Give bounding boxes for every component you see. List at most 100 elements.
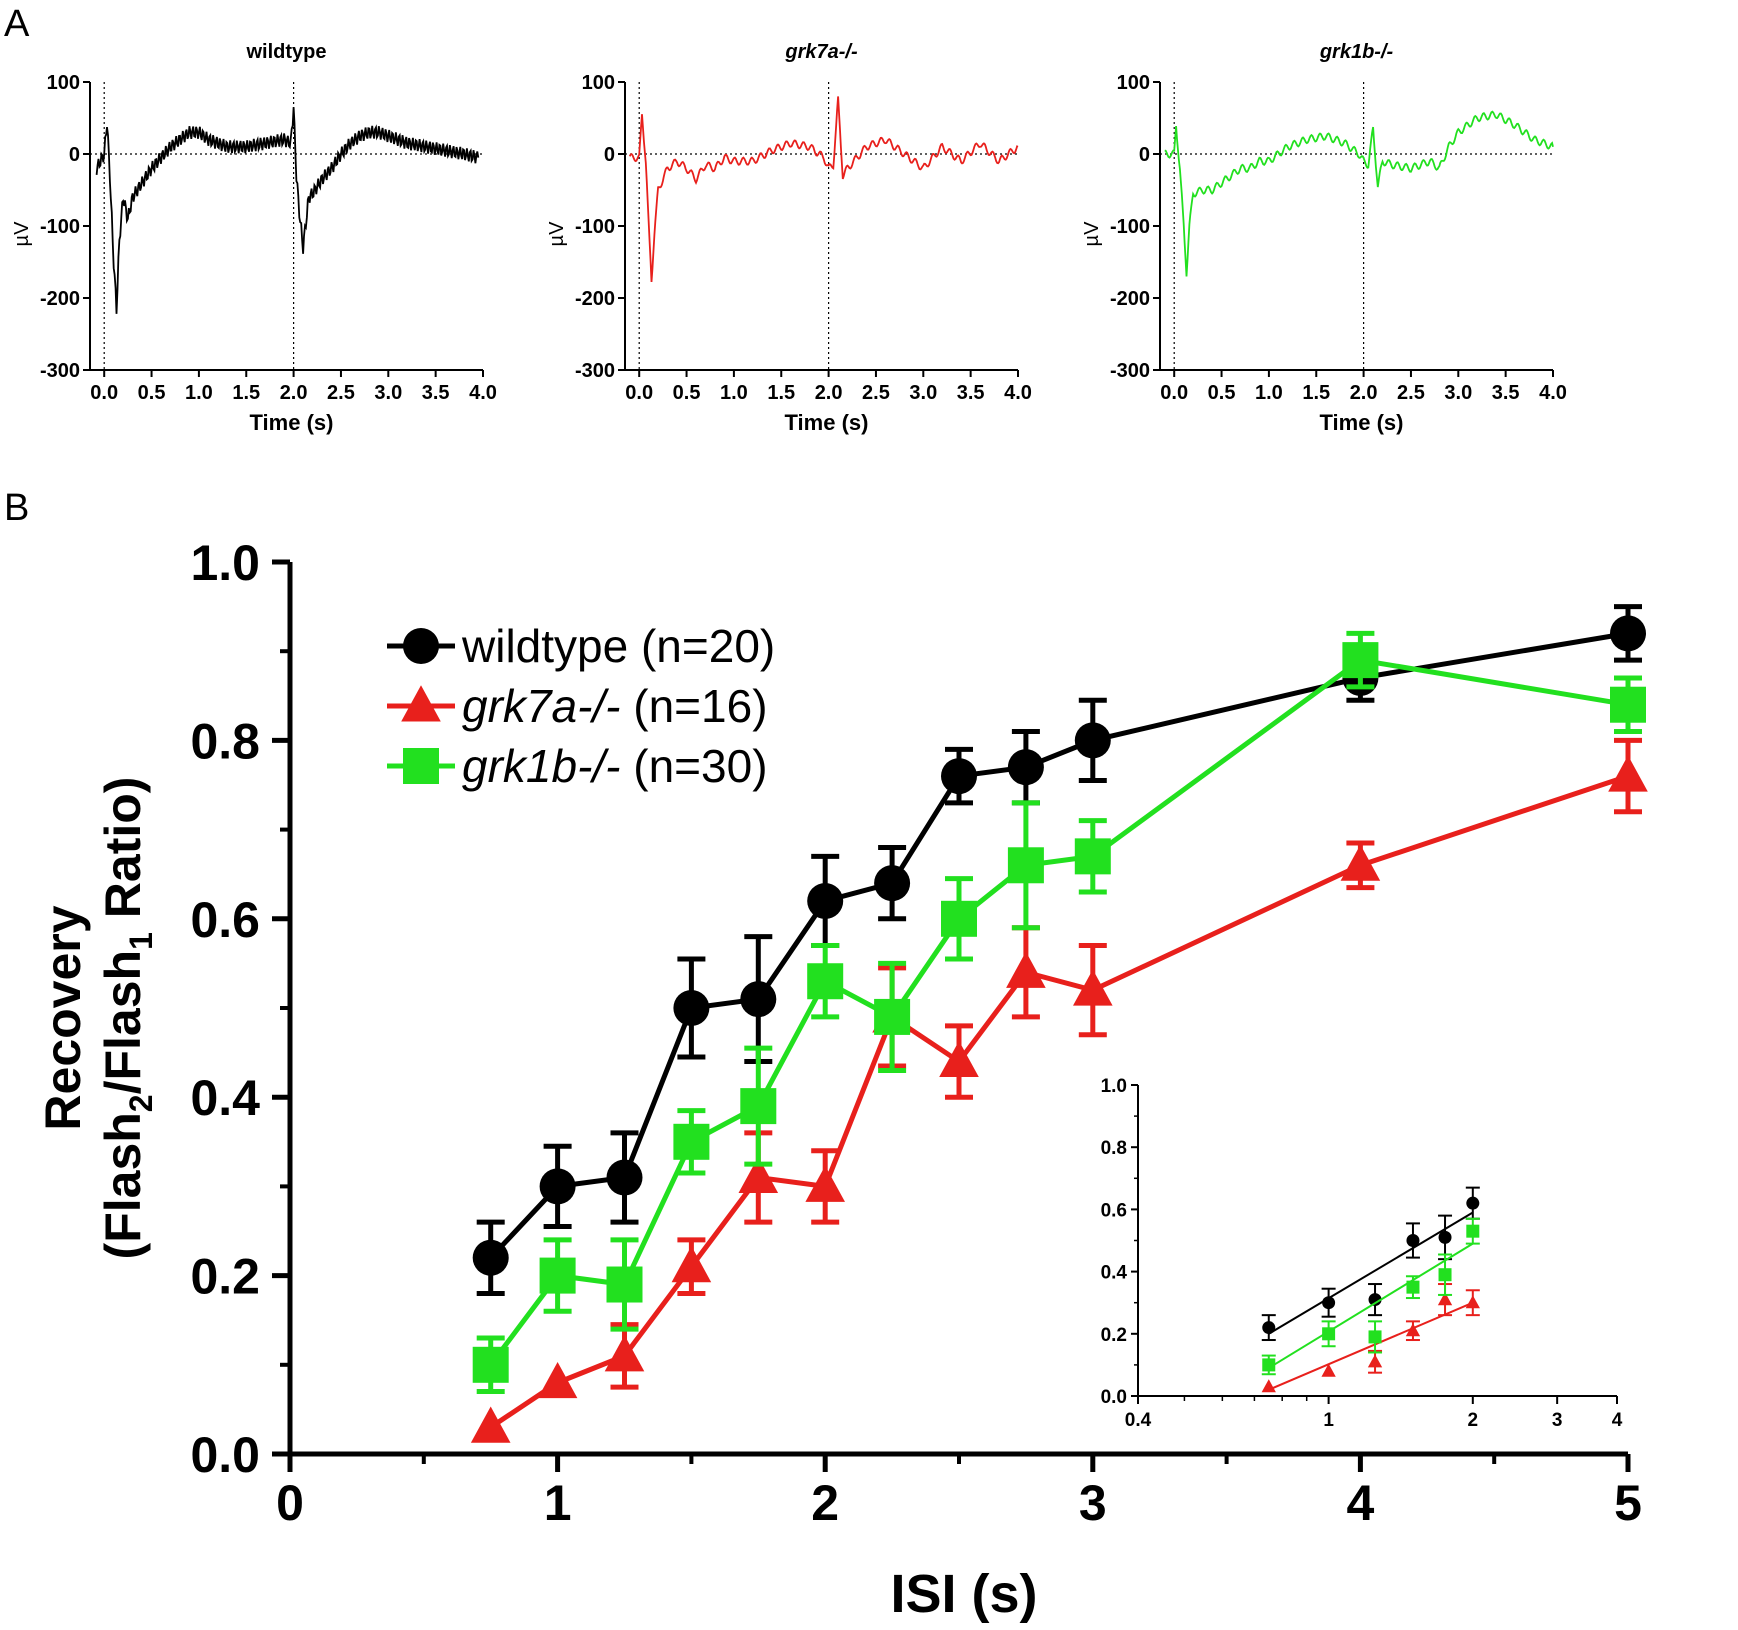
data-point bbox=[1074, 838, 1111, 875]
x-axis-label: Time (s) bbox=[250, 410, 334, 435]
y-tick-label: 0 bbox=[604, 144, 615, 166]
trace-title: grk7a-/- bbox=[784, 41, 858, 63]
x-tick-label: 0.5 bbox=[138, 382, 166, 404]
data-point bbox=[874, 865, 911, 902]
trace-title: grk1b-/- bbox=[1319, 41, 1394, 63]
trace-panel-1: 100 0 -100 -200 -300 0.0 0.5 1.0 1.5 2.0 2.5 3.0 3.5… bbox=[11, 41, 497, 435]
data-point bbox=[1007, 749, 1044, 786]
data-point bbox=[1006, 951, 1046, 988]
trace-line bbox=[1164, 110, 1554, 277]
x-tick-label: 1.0 bbox=[720, 382, 748, 404]
data-point bbox=[1342, 642, 1379, 679]
subscript: 1 bbox=[123, 932, 159, 950]
inset-data-point bbox=[1368, 1293, 1382, 1307]
inset-data-point bbox=[1438, 1268, 1452, 1282]
x-tick-label: 1.0 bbox=[1255, 382, 1283, 404]
data-point bbox=[1610, 615, 1646, 652]
data-point bbox=[1073, 969, 1113, 1006]
trace-line bbox=[628, 96, 1019, 282]
y-axis-label: µV bbox=[11, 221, 33, 247]
trace-line bbox=[95, 107, 480, 314]
legend-marker bbox=[403, 748, 439, 784]
trace-panel-2: 100 0 -100 -200 -300 0.0 0.5 1.0 1.5 2.0 2.5 3.0 3.5… bbox=[546, 41, 1032, 435]
legend-series-name: wildtype bbox=[461, 620, 628, 672]
inset-data-point bbox=[1406, 1234, 1420, 1247]
inset-data-point bbox=[1262, 1358, 1276, 1372]
legend-series-name: grk1b-/- bbox=[462, 740, 620, 792]
legend-marker bbox=[401, 685, 441, 722]
y-tick-label: -300 bbox=[575, 360, 615, 382]
legend-label: wildtype (n=20) bbox=[461, 620, 775, 672]
inset-x-tick-label: 2 bbox=[1468, 1410, 1479, 1431]
series-grk7a bbox=[470, 737, 1648, 1443]
data-point bbox=[604, 1335, 645, 1372]
y-tick-label: 0.0 bbox=[190, 1427, 260, 1483]
inset-data-point bbox=[1466, 1196, 1480, 1210]
x-tick-label: 1.5 bbox=[767, 382, 795, 404]
inset-fit-line bbox=[1268, 1211, 1474, 1335]
data-point bbox=[1007, 847, 1044, 884]
y-tick-label: -200 bbox=[40, 288, 80, 310]
label-part: /Flash bbox=[95, 950, 151, 1094]
data-point bbox=[805, 1165, 845, 1202]
data-point bbox=[606, 1266, 643, 1303]
x-tick-label: 2 bbox=[811, 1475, 839, 1531]
x-axis-label: Time (s) bbox=[1320, 410, 1404, 435]
y-tick-label: 100 bbox=[1117, 72, 1150, 94]
inset-data-point bbox=[1322, 1327, 1336, 1341]
x-tick-label: 1.5 bbox=[1302, 382, 1330, 404]
x-tick-label: 0.5 bbox=[673, 382, 701, 404]
x-tick-label: 5 bbox=[1614, 1475, 1642, 1531]
x-tick-label: 2.5 bbox=[862, 382, 890, 404]
inset-x-tick-label: 3 bbox=[1552, 1410, 1563, 1431]
inset-series bbox=[1261, 1186, 1480, 1342]
inset-data-point bbox=[1367, 1354, 1383, 1368]
y-tick-label: -200 bbox=[1110, 288, 1150, 310]
y-tick-label: -100 bbox=[1110, 216, 1150, 238]
y-tick-label: 1.0 bbox=[190, 535, 260, 591]
inset-y-tick-label: 0.8 bbox=[1101, 1138, 1127, 1159]
y-tick-label: -300 bbox=[40, 360, 80, 382]
inset-data-point bbox=[1465, 1295, 1480, 1309]
inset-y-tick-label: 1.0 bbox=[1101, 1076, 1127, 1097]
inset-fit-line bbox=[1268, 1242, 1474, 1369]
data-point bbox=[1608, 755, 1648, 792]
inset-data-point bbox=[1322, 1296, 1336, 1310]
inset-x-tick-label: 4 bbox=[1612, 1410, 1623, 1431]
inset-series bbox=[1261, 1283, 1480, 1393]
data-point bbox=[807, 882, 844, 919]
panel-label-b: B bbox=[4, 487, 29, 529]
data-point bbox=[941, 900, 977, 937]
legend-sample-size: (n=20) bbox=[628, 620, 775, 672]
x-tick-label: 0.0 bbox=[1160, 382, 1188, 404]
legend-marker bbox=[403, 628, 439, 664]
y-tick-label: -100 bbox=[40, 216, 80, 238]
inset-y-tick-label: 0.4 bbox=[1101, 1263, 1128, 1284]
y-tick-label: 100 bbox=[47, 72, 80, 94]
x-tick-label: 4 bbox=[1346, 1475, 1374, 1531]
x-tick-label: 1 bbox=[544, 1475, 572, 1531]
x-tick-label: 2.0 bbox=[280, 382, 308, 404]
x-tick-label: 2.5 bbox=[327, 382, 355, 404]
data-point bbox=[537, 1361, 578, 1399]
x-tick-label: 0 bbox=[276, 1475, 304, 1531]
y-tick-label: -300 bbox=[1110, 360, 1150, 382]
y-tick-label: -100 bbox=[575, 216, 615, 238]
x-axis-label: ISI (s) bbox=[890, 1564, 1037, 1624]
y-axis-label: µV bbox=[546, 221, 568, 247]
x-tick-label: 3.0 bbox=[909, 382, 937, 404]
data-point bbox=[472, 1346, 509, 1383]
data-point bbox=[1074, 722, 1111, 759]
legend-sample-size: (n=30) bbox=[620, 740, 767, 792]
data-point bbox=[470, 1406, 511, 1443]
data-point bbox=[606, 1159, 643, 1196]
data-point bbox=[472, 1239, 509, 1276]
data-point bbox=[941, 758, 977, 795]
inset-x-tick-label: 0.4 bbox=[1125, 1410, 1152, 1431]
legend: wildtype (n=20)grk7a-/- (n=16)grk1b-/- (… bbox=[387, 620, 775, 792]
data-point bbox=[673, 990, 710, 1026]
x-tick-label: 2.0 bbox=[815, 382, 843, 404]
inset-fit-line bbox=[1268, 1301, 1474, 1391]
